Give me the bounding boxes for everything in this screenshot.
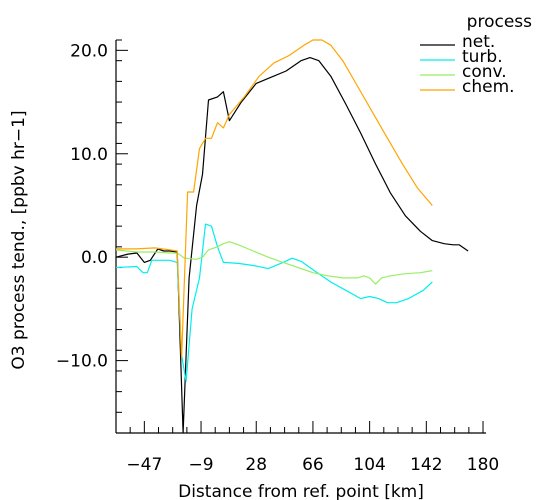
y-tick-label: 20.0: [70, 41, 108, 61]
axes: 20.0 10.0 0.0 −10.0 −47 −9 28 66 104 142 180: [56, 39, 499, 475]
series-line-conv: [115, 241, 433, 285]
legend-label: net.: [462, 32, 495, 52]
x-tick-label: −9: [189, 455, 214, 475]
series-layer: [115, 39, 469, 434]
series-line-net: [115, 56, 469, 434]
y-tick-label: 10.0: [70, 145, 108, 165]
y-tick-label: −10.0: [56, 352, 108, 372]
series-line-chem: [116, 39, 433, 359]
x-tick-label: 104: [353, 455, 385, 475]
x-tick-label: 180: [467, 455, 499, 475]
y-axis-label: O3 process tend., [ppbv hr−1]: [9, 110, 29, 369]
legend-label: chem.: [462, 77, 515, 97]
y-tick-label: 0.0: [81, 248, 108, 268]
legend-label: turb.: [462, 47, 503, 67]
x-tick-label: −47: [126, 455, 162, 475]
x-axis-label: Distance from ref. point [km]: [178, 482, 424, 500]
legend-title: process: [467, 12, 532, 32]
legend-label: conv.: [462, 62, 507, 82]
x-tick-label: 66: [302, 455, 324, 475]
series-line-turb: [115, 223, 433, 382]
x-tick-label: 142: [410, 455, 442, 475]
x-tick-label: 28: [245, 455, 267, 475]
